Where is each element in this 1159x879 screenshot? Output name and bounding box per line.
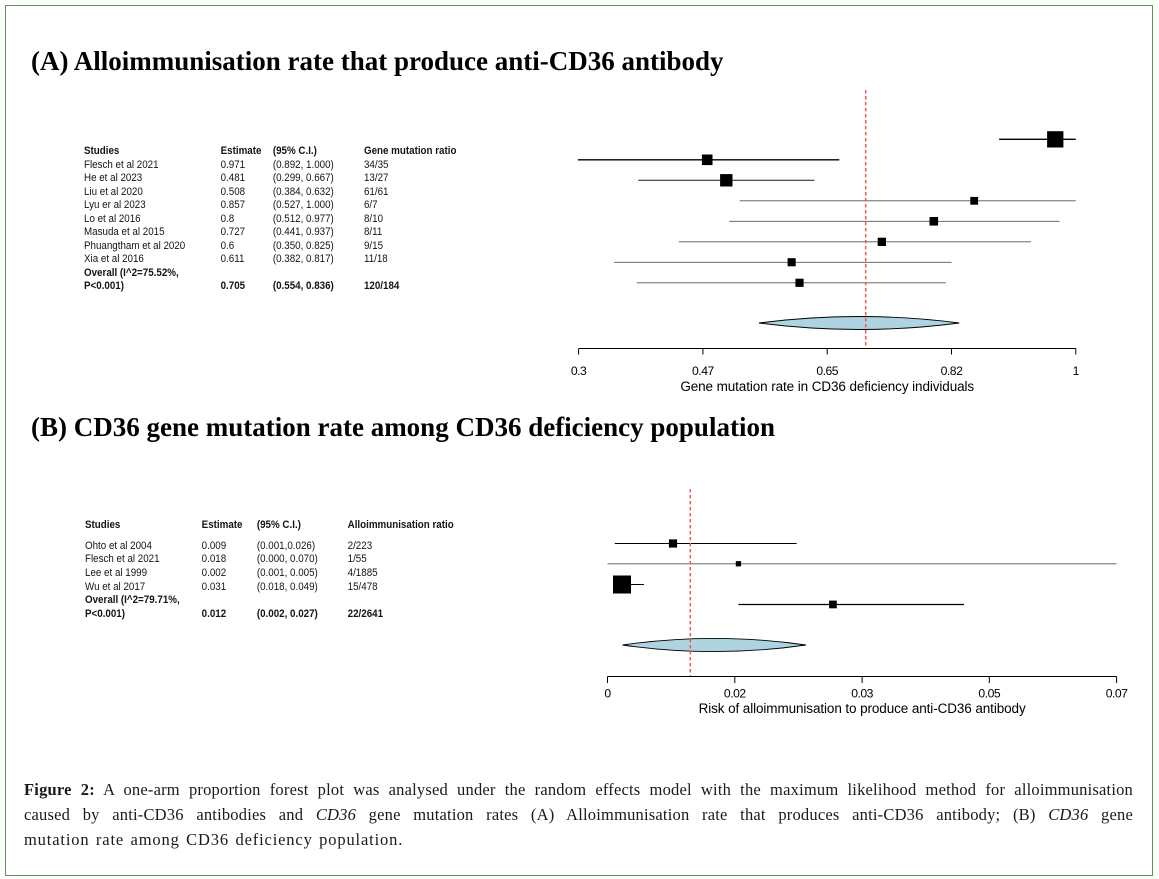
svg-text:Gene mutation rate in CD36 def: Gene mutation rate in CD36 deficiency in… (680, 379, 974, 394)
svg-text:0.02: 0.02 (724, 687, 746, 701)
svg-text:0.07: 0.07 (1106, 687, 1128, 701)
svg-text:0.03: 0.03 (851, 687, 873, 701)
svg-text:1: 1 (1073, 364, 1080, 378)
svg-text:Risk of alloimmunisation to pr: Risk of alloimmunisation to produce anti… (699, 701, 1026, 716)
svg-text:0: 0 (604, 687, 611, 701)
svg-text:0.05: 0.05 (978, 687, 1000, 701)
svg-text:0.47: 0.47 (692, 364, 714, 378)
svg-text:0.82: 0.82 (941, 364, 963, 378)
svg-text:0.65: 0.65 (816, 364, 838, 378)
svg-text:0.3: 0.3 (571, 364, 587, 378)
